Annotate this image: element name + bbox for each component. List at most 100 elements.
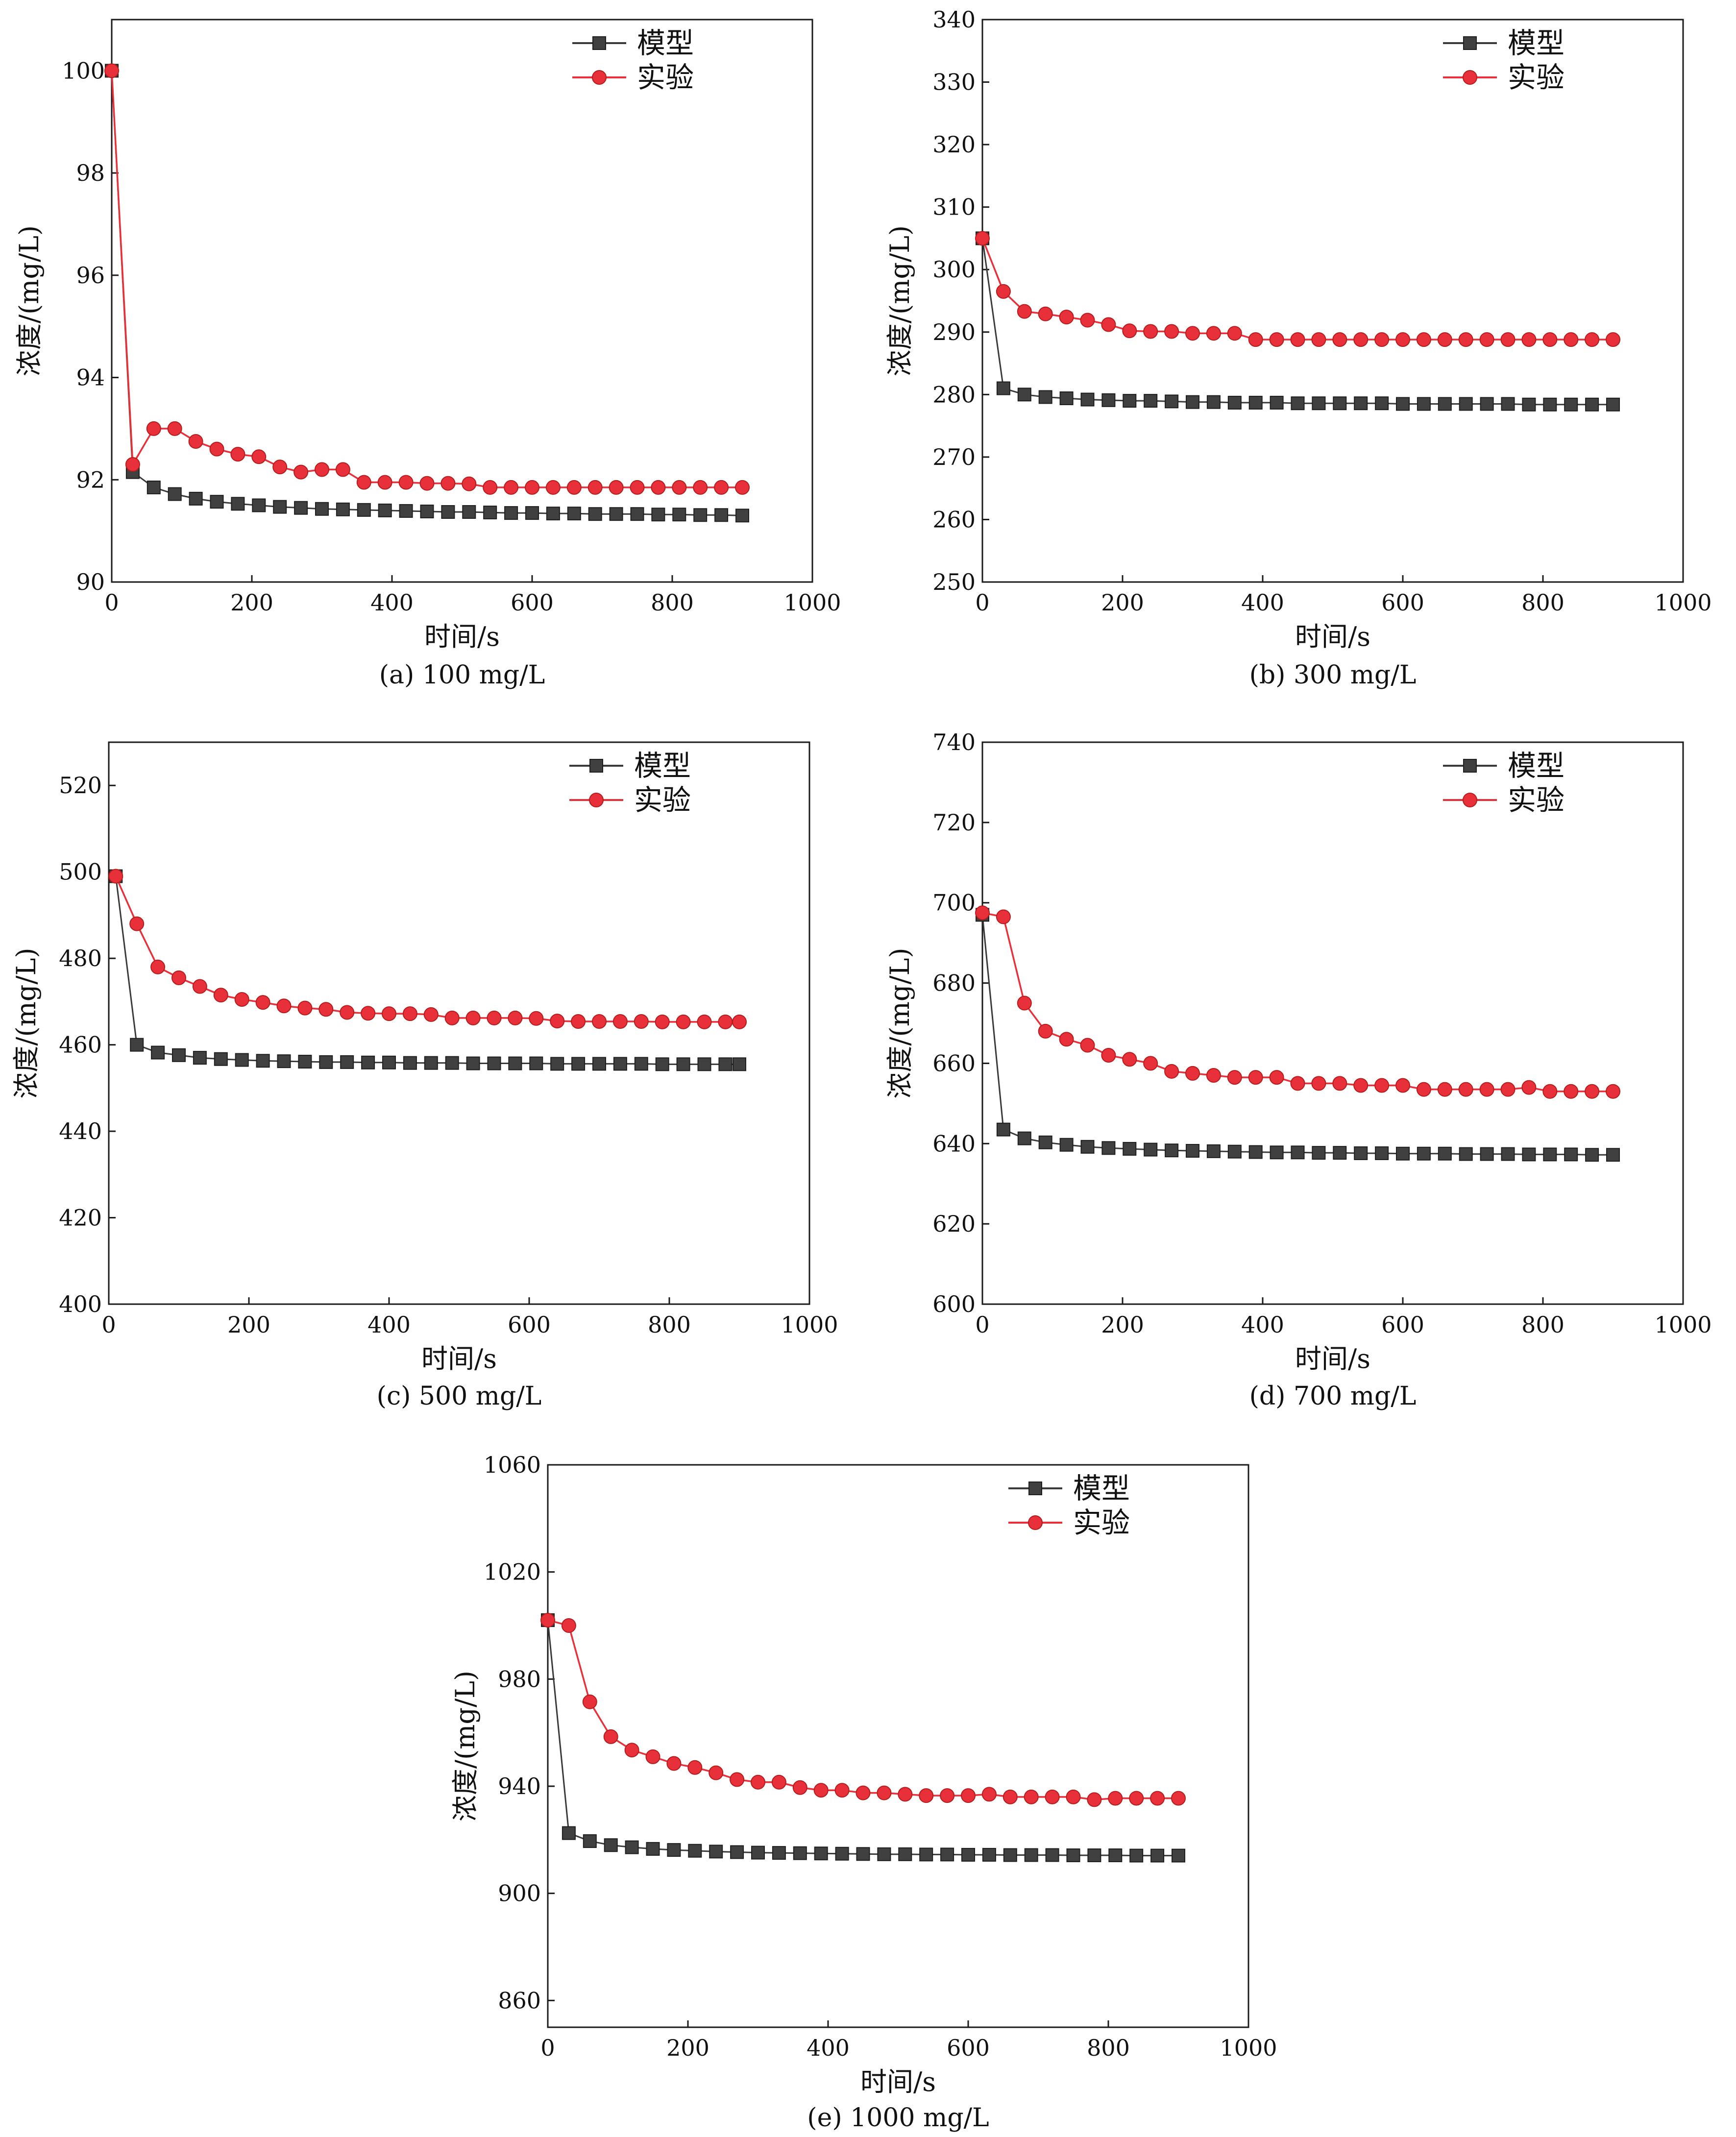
data-point-model [1270,1145,1284,1160]
data-point-model [214,1052,228,1066]
data-point-experiment [981,1787,997,1802]
data-point-experiment [676,1014,691,1029]
data-point-model [420,504,434,518]
x-tick-label: 800 [651,589,694,616]
data-point-experiment [730,1772,745,1787]
data-point-model [487,1056,501,1070]
data-point-experiment [732,1014,747,1029]
data-point-model [336,502,350,516]
data-point-experiment [1564,332,1579,347]
data-point-experiment [571,1014,586,1029]
legend-marker-model [1463,759,1477,773]
data-point-model [319,1055,333,1069]
data-point-model [1438,397,1452,411]
data-point-model [1480,397,1494,411]
data-point-model [172,1048,186,1062]
y-tick-label: 280 [932,381,976,408]
data-point-model [583,1834,597,1848]
legend-marker-model [592,36,606,50]
data-point-experiment [529,1011,544,1026]
data-point-model [1017,1131,1031,1145]
data-point-model [1333,1146,1347,1160]
x-tick-label: 400 [370,589,414,616]
data-point-model [655,1057,669,1071]
data-point-model [1501,397,1515,411]
y-tick-label: 340 [932,6,976,33]
data-point-experiment [1206,1068,1221,1083]
panel-caption: (a) 100 mg/L [379,660,545,690]
data-point-experiment [587,480,603,495]
data-point-experiment [508,1010,523,1025]
legend-marker-experiment [592,70,607,85]
data-point-experiment [1185,326,1200,341]
data-point-model [1206,1144,1221,1158]
data-point-model [1543,397,1557,412]
data-point-experiment [1521,1080,1537,1095]
data-point-experiment [108,869,123,884]
data-point-model [1038,390,1052,404]
series-line-experiment [547,1619,1178,1801]
data-point-experiment [1395,1078,1410,1093]
data-point-model [1165,1143,1179,1158]
data-point-experiment [697,1014,712,1029]
data-point-model [1543,1147,1557,1162]
data-point-experiment [356,475,371,490]
y-axis-title: 浓度/(mg/L) [14,225,45,376]
data-point-model [1354,1146,1368,1160]
data-point-experiment [423,1007,439,1022]
chart-panel-e: 0 200 400 600 800 1000 860 900 940 980 1020 1060 时间/… [450,1452,1277,2133]
data-point-experiment [1017,304,1032,319]
y-tick-label: 1060 [484,1452,541,1478]
data-point-model [529,1056,543,1070]
data-point-model [1291,1145,1305,1160]
y-tick-label: 440 [59,1118,102,1144]
data-point-model [1206,395,1221,409]
data-point-model [189,491,203,506]
data-point-model [235,1053,249,1067]
data-point-model [604,1838,618,1852]
data-point-model [1059,1138,1074,1152]
x-tick-label: 1000 [781,1311,838,1338]
data-point-model [1059,391,1074,405]
y-axis-title: 浓度/(mg/L) [11,947,42,1098]
data-point-experiment [1437,332,1452,347]
data-point-model [1606,1148,1620,1162]
y-tick-label: 96 [76,262,105,289]
y-tick-label: 740 [932,729,976,755]
data-point-model [1270,395,1284,410]
data-point-experiment [150,959,166,974]
data-point-experiment [709,1765,724,1780]
data-point-experiment [504,480,519,495]
data-point-experiment [1080,313,1095,328]
data-point-experiment [398,475,414,490]
data-point-experiment [1227,326,1242,341]
data-point-model [357,503,371,517]
data-point-experiment [645,1749,660,1764]
data-point-experiment [592,1014,607,1029]
data-point-experiment [1066,1789,1081,1804]
data-point-model [1248,395,1263,410]
data-point-model [1129,1848,1144,1863]
data-point-experiment [1479,332,1494,347]
data-point-model [835,1846,849,1861]
data-point-experiment [1101,317,1116,332]
data-point-experiment [1500,1082,1516,1097]
data-point-model [793,1846,807,1860]
data-point-experiment [834,1783,850,1798]
data-point-experiment [1108,1791,1123,1806]
data-point-experiment [419,476,435,491]
data-point-experiment [540,1613,555,1628]
data-point-model [1480,1147,1494,1161]
data-point-model [1087,1848,1101,1863]
x-tick-label: 0 [975,589,989,616]
data-point-model [667,1843,681,1857]
data-point-experiment [1059,1032,1074,1047]
data-point-model [1438,1146,1452,1161]
data-point-experiment [735,480,750,495]
data-point-experiment [1332,332,1347,347]
data-point-model [1066,1848,1080,1863]
data-point-experiment [975,231,990,246]
y-tick-label: 90 [76,569,105,595]
y-tick-label: 330 [932,69,976,96]
x-tick-label: 200 [1101,1311,1144,1338]
